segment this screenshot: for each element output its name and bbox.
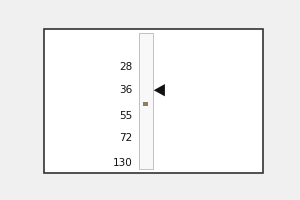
Bar (139, 38, 153, 42)
Bar (139, 60, 153, 65)
Bar (139, 146, 153, 151)
Bar (139, 92, 153, 96)
FancyBboxPatch shape (44, 29, 263, 173)
Bar (139, 110, 153, 115)
Bar (139, 78, 153, 83)
Text: 36: 36 (120, 85, 133, 95)
Bar (139, 151, 153, 155)
Text: 55: 55 (120, 111, 133, 121)
Bar (139, 42, 153, 47)
Bar (139, 101, 153, 169)
Text: 72: 72 (120, 133, 133, 143)
Bar (139, 124, 153, 128)
Bar (139, 142, 153, 146)
Bar (139, 74, 153, 78)
Bar (139, 51, 153, 56)
Bar (139, 106, 153, 110)
Bar (139, 33, 153, 169)
Bar (139, 47, 153, 51)
Bar (139, 56, 153, 60)
Bar (139, 65, 153, 69)
Bar (139, 137, 153, 142)
Bar (139, 128, 153, 133)
Bar (139, 69, 153, 74)
Polygon shape (154, 84, 165, 96)
Bar (139, 164, 153, 169)
Bar (139, 155, 153, 160)
Bar (139, 33, 153, 108)
Bar (139, 87, 153, 92)
Bar (139, 160, 153, 164)
Bar (139, 115, 153, 119)
Bar (139, 96, 153, 101)
Bar (139, 133, 153, 137)
Bar (139, 33, 153, 101)
Bar (139, 33, 153, 38)
Bar (139, 83, 153, 87)
Bar (139, 101, 153, 106)
Text: 28: 28 (120, 62, 133, 72)
Bar (143, 102, 148, 106)
Text: 130: 130 (113, 158, 133, 168)
Bar (139, 119, 153, 124)
